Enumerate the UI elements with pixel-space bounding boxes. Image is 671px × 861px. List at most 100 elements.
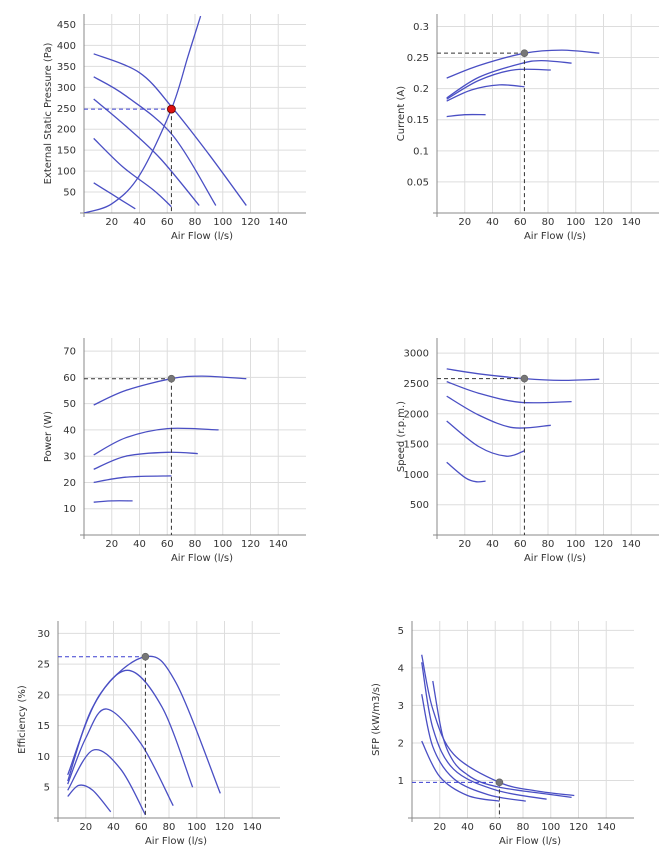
efficiency-y-axis-label: Efficiency (%) [17, 685, 28, 754]
speed-series-line [446, 395, 551, 429]
power-series-line [93, 475, 172, 484]
pressure-series-line [93, 182, 136, 210]
speed-y-axis-label: Speed (r.p.m.) [396, 401, 407, 472]
current-x-tick-label: 40 [486, 217, 499, 228]
current-series-line [446, 59, 572, 99]
power-series-line [93, 500, 133, 503]
speed-series-line [446, 461, 486, 483]
sfp-operating-point[interactable] [495, 778, 504, 787]
current-operating-point[interactable] [520, 49, 529, 57]
efficiency-x-tick-label: 100 [187, 822, 206, 833]
power-y-tick-label: 50 [63, 399, 76, 410]
efficiency-y-tick-label: 10 [37, 752, 50, 763]
sfp-series-line [421, 694, 526, 802]
current-y-tick-label: 0.1 [413, 146, 429, 157]
speed-y-tick-label: 1000 [404, 470, 429, 481]
speed-x-tick-label: 120 [594, 539, 613, 550]
current-x-tick-label: 80 [542, 217, 555, 228]
efficiency-series-line [67, 655, 221, 794]
pressure-x-tick-label: 140 [269, 217, 288, 228]
speed-x-tick-label: 80 [542, 539, 555, 550]
current-y-tick-label: 0.05 [407, 177, 429, 188]
power-x-tick-label: 40 [133, 539, 146, 550]
current-y-tick-label: 0.3 [413, 22, 429, 33]
current-x-tick-label: 140 [622, 217, 641, 228]
speed-y-tick-label: 2500 [404, 379, 429, 390]
pressure-y-axis-label: External Static Pressure (Pa) [43, 42, 54, 184]
pressure-x-tick-label: 40 [133, 217, 146, 228]
pressure-y-tick-label: 150 [57, 146, 76, 157]
efficiency-y-tick-label: 25 [37, 660, 50, 671]
pressure-x-tick-label: 60 [161, 217, 174, 228]
efficiency-x-tick-label: 40 [107, 822, 120, 833]
current-y-tick-label: 0.25 [407, 53, 429, 64]
efficiency-y-tick-label: 5 [44, 783, 50, 794]
speed-series-line [446, 420, 525, 457]
speed-x-tick-label: 40 [486, 539, 499, 550]
sfp-series-line [432, 680, 572, 799]
sfp-x-axis-label: Air Flow (l/s) [499, 836, 561, 847]
speed-y-tick-label: 2000 [404, 409, 429, 420]
pressure-series-line [93, 76, 217, 206]
pressure-series-line [93, 137, 172, 208]
power-series-line [93, 451, 198, 470]
power-x-tick-label: 20 [105, 539, 118, 550]
sfp-y-axis-label: SFP (kW/m3/s) [371, 683, 382, 756]
speed-x-axis-label: Air Flow (l/s) [524, 553, 586, 564]
current-x-axis-label: Air Flow (l/s) [524, 231, 586, 242]
current-y-tick-label: 0.2 [413, 84, 429, 95]
speed-x-tick-label: 140 [622, 539, 641, 550]
pressure-y-tick-label: 50 [63, 188, 76, 199]
sfp-x-tick-label: 80 [517, 822, 530, 833]
efficiency-x-tick-label: 140 [243, 822, 262, 833]
efficiency-x-tick-label: 80 [163, 822, 176, 833]
sfp-series-line [421, 662, 547, 800]
speed-x-tick-label: 20 [458, 539, 471, 550]
current-y-axis-label: Current (A) [396, 86, 407, 141]
pressure-x-axis-label: Air Flow (l/s) [171, 231, 233, 242]
power-y-tick-label: 60 [63, 373, 76, 384]
power-chart: 20 40 60 80 100 120 140 10 20 30 40 50 60 70 Air Flow … [43, 338, 306, 564]
efficiency-y-tick-label: 15 [37, 721, 50, 732]
efficiency-y-tick-label: 20 [37, 690, 50, 701]
efficiency-chart: 20 40 60 80 100 120 140 5 10 15 20 25 30 Air Flow (l/… [17, 621, 280, 847]
power-y-axis-label: Power (W) [43, 411, 54, 462]
current-x-tick-label: 60 [514, 217, 527, 228]
power-x-tick-label: 120 [241, 539, 260, 550]
power-x-tick-label: 60 [161, 539, 174, 550]
speed-x-tick-label: 60 [514, 539, 527, 550]
pressure-x-tick-label: 20 [105, 217, 118, 228]
efficiency-series-line [67, 669, 194, 788]
pressure-y-tick-label: 350 [57, 62, 76, 73]
sfp-y-tick-label: 2 [398, 738, 404, 749]
pressure-y-tick-label: 100 [57, 167, 76, 178]
power-operating-point[interactable] [167, 374, 176, 383]
pressure-chart: 20 40 60 80 100 120 140 50 100 150 200 250 300 350 400… [43, 14, 306, 242]
current-x-tick-label: 20 [458, 217, 471, 228]
efficiency-x-axis-label: Air Flow (l/s) [145, 836, 207, 847]
speed-x-tick-label: 100 [566, 539, 585, 550]
pressure-operating-point[interactable] [167, 104, 176, 114]
pressure-x-tick-label: 100 [213, 217, 232, 228]
efficiency-series-line [67, 784, 112, 813]
efficiency-series-line [67, 748, 146, 816]
sfp-y-tick-label: 3 [398, 701, 404, 712]
sfp-x-tick-label: 60 [489, 822, 502, 833]
speed-operating-point[interactable] [520, 374, 529, 383]
efficiency-x-tick-label: 120 [215, 822, 234, 833]
efficiency-operating-point[interactable] [141, 652, 150, 661]
sfp-series-line [421, 740, 500, 802]
sfp-y-tick-label: 1 [398, 776, 404, 787]
pressure-y-tick-label: 200 [57, 125, 76, 136]
efficiency-y-tick-label: 30 [37, 629, 50, 640]
current-series-line [446, 113, 486, 118]
speed-y-tick-label: 1500 [404, 440, 429, 451]
pressure-y-tick-label: 250 [57, 104, 76, 115]
power-y-tick-label: 40 [63, 425, 76, 436]
pressure-system-curve [84, 15, 202, 213]
speed-series-line [446, 380, 572, 404]
sfp-chart: 20 40 60 80 100 120 140 1 2 3 4 5 Air Flow (l/s) SFP … [371, 621, 634, 847]
sfp-x-tick-label: 20 [433, 822, 446, 833]
sfp-x-tick-label: 120 [569, 822, 588, 833]
